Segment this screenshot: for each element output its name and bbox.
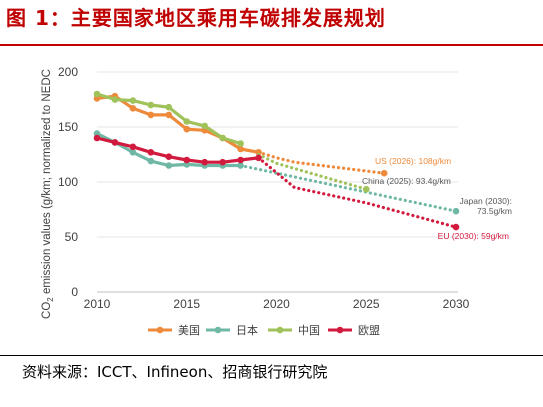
legend-label: 美国	[178, 324, 200, 337]
annotation-label: EU (2030): 59g/km	[438, 231, 509, 241]
legend-item-0: 美国	[148, 324, 200, 337]
y-tick-label: 200	[58, 65, 78, 79]
data-point	[237, 162, 244, 169]
source-divider	[0, 355, 543, 356]
gridlines	[97, 71, 458, 293]
y-axis-label: CO2 emission values (g/km; normalized to…	[41, 69, 55, 319]
annotation-label: China (2025): 93.4g/km	[362, 176, 451, 186]
data-point	[183, 118, 191, 125]
data-point	[183, 156, 191, 164]
y-tick-label: 50	[65, 230, 79, 244]
series-3	[93, 134, 460, 231]
x-tick-label: 2015	[173, 297, 200, 311]
emission-chart: CO2 emission values (g/km; normalized to…	[41, 65, 512, 337]
x-tick-label: 2010	[84, 297, 111, 311]
data-point	[111, 139, 119, 146]
y-axis-title-subscript: 2	[46, 297, 55, 302]
y-axis-title-part: emission values (g/km; normalized to NED…	[41, 69, 53, 297]
data-point	[129, 97, 137, 104]
data-point	[237, 140, 244, 147]
target-point	[380, 169, 388, 177]
figure-title: 图 1：主要国家地区乘用车碳排发展规划	[6, 6, 386, 30]
data-point	[147, 149, 155, 156]
annotation-label: Japan (2030):	[460, 196, 512, 206]
legend-swatch-marker	[156, 326, 164, 334]
data-point	[219, 134, 226, 142]
title-divider	[0, 44, 543, 46]
y-axis-title: CO2 emission values (g/km; normalized to…	[41, 69, 55, 319]
series-layer	[93, 90, 460, 231]
series-2	[93, 90, 370, 193]
legend-swatch-marker	[276, 326, 284, 334]
data-point	[201, 122, 208, 130]
data-point	[147, 101, 155, 109]
x-tick-label: 2030	[443, 297, 470, 311]
legend-swatch-marker	[336, 326, 344, 334]
legend: 美国 日本 中国 欧盟	[148, 323, 380, 337]
data-point	[165, 153, 173, 160]
data-point	[255, 149, 262, 156]
data-point	[147, 111, 155, 119]
legend-swatch-marker	[214, 326, 222, 334]
data-point	[129, 143, 137, 151]
data-point	[219, 158, 226, 166]
y-axis-title-part: CO	[41, 302, 53, 319]
data-point	[255, 154, 262, 162]
legend-item-1: 日本	[206, 323, 258, 337]
y-tick-label: 0	[71, 285, 78, 299]
data-point	[129, 149, 137, 156]
source-note: 资料来源：ICCT、Infineon、招商银行研究院	[22, 363, 328, 381]
series-actual-line	[95, 94, 261, 154]
y-tick-label: 100	[58, 175, 78, 189]
legend-item-2: 中国	[268, 324, 320, 337]
legend-label: 欧盟	[358, 324, 380, 337]
data-point	[93, 134, 101, 142]
series-annotations: US (2026): 108g/km Japan (2030):73.5g/km C…	[362, 156, 512, 241]
data-point	[183, 125, 191, 133]
x-tick-label: 2025	[353, 297, 380, 311]
data-point	[237, 145, 244, 153]
annotation-label: 73.5g/km	[477, 206, 512, 216]
target-point	[452, 223, 460, 231]
series-target-line	[239, 163, 458, 213]
series-actual-line	[95, 92, 243, 146]
series-target-line	[256, 156, 458, 229]
legend-label: 日本	[236, 323, 258, 337]
x-tick-labels: 2010 2015 2020 2025 2030	[84, 297, 470, 311]
series-0	[93, 92, 388, 177]
series-target-line	[256, 150, 386, 175]
series-1	[93, 130, 460, 215]
legend-label: 中国	[298, 324, 320, 337]
target-point	[362, 185, 370, 193]
series-actual-line	[95, 136, 261, 164]
data-point	[165, 111, 173, 119]
data-point	[129, 105, 137, 112]
data-point	[93, 90, 101, 98]
data-point	[201, 158, 208, 166]
target-point	[452, 207, 460, 215]
x-tick-label: 2020	[263, 297, 290, 311]
data-point	[165, 103, 173, 111]
y-tick-label: 150	[58, 120, 78, 134]
data-point	[111, 96, 119, 103]
y-tick-labels: 0 50 100 150 200	[58, 65, 78, 299]
data-point	[237, 156, 244, 164]
data-point	[147, 157, 155, 165]
data-point	[165, 162, 173, 169]
series-target-line	[256, 152, 368, 191]
annotation-label: US (2026): 108g/km	[375, 156, 451, 166]
legend-item-3: 欧盟	[328, 324, 380, 337]
